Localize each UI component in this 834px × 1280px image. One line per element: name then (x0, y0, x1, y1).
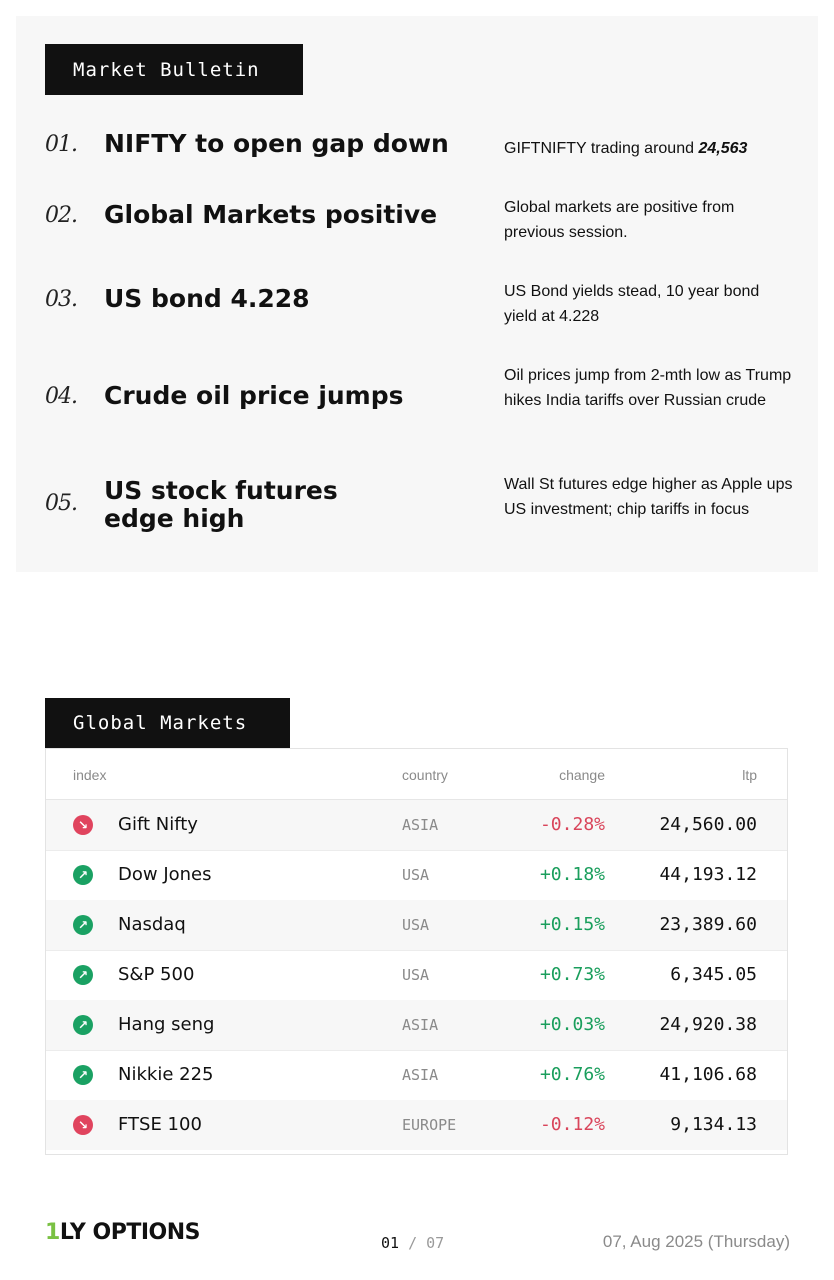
table-row: ↗ Dow Jones USA +0.18% 44,193.12 (46, 850, 787, 901)
page-separator: / (408, 1234, 418, 1252)
index-name: Nasdaq (118, 914, 186, 935)
index-change: -0.12% (539, 1114, 605, 1135)
brand-logo: 1LY OPTIONS (45, 1220, 200, 1245)
item-number: 04. (45, 384, 78, 409)
index-change: +0.15% (539, 914, 605, 935)
col-country: country (402, 767, 448, 783)
arrow-up-right-icon: ↗ (73, 915, 93, 935)
table-row: ↘ FTSE 100 EUROPE -0.12% 9,134.13 (46, 1100, 787, 1150)
item-number: 02. (45, 203, 78, 228)
index-ltp: 9,134.13 (670, 1114, 757, 1135)
logo-text: LY OPTIONS (59, 1220, 201, 1245)
gift-nifty-value: 24,563 (698, 140, 748, 157)
item-number: 03. (45, 287, 78, 312)
global-markets-title: Global Markets (45, 698, 290, 748)
index-name: S&P 500 (118, 964, 195, 985)
index-change: +0.18% (539, 864, 605, 885)
index-name: Hang seng (118, 1014, 215, 1035)
index-country: USA (402, 866, 430, 884)
index-name: FTSE 100 (118, 1114, 202, 1135)
index-ltp: 44,193.12 (659, 864, 757, 885)
item-headline: NIFTY to open gap down (104, 129, 449, 158)
bulletin-panel (16, 16, 818, 572)
item-headline: Global Markets positive (104, 200, 438, 229)
index-country: USA (402, 916, 430, 934)
item-headline: Crude oil price jumps (104, 381, 404, 410)
table-row: ↗ Nasdaq USA +0.15% 23,389.60 (46, 900, 787, 951)
index-change: -0.28% (539, 814, 605, 835)
index-change: +0.73% (539, 964, 605, 985)
index-name: Gift Nifty (118, 814, 198, 835)
col-ltp: ltp (742, 767, 757, 783)
arrow-down-right-icon: ↘ (73, 1115, 93, 1135)
headline-line-2: edge high (104, 504, 245, 533)
arrow-down-right-icon: ↘ (73, 815, 93, 835)
index-name: Dow Jones (118, 864, 212, 885)
table-row: ↗ S&P 500 USA +0.73% 6,345.05 (46, 950, 787, 1001)
table-row: ↘ Gift Nifty ASIA -0.28% 24,560.00 (46, 800, 787, 851)
bulletin-date: 07, Aug 2025 (Thursday) (602, 1232, 790, 1251)
item-headline: US bond 4.228 (104, 284, 310, 313)
headline-line-1: US stock futures (104, 476, 338, 505)
item-description: GIFTNIFTY trading around 24,563 (504, 136, 794, 161)
item-description: US Bond yields stead, 10 year bond yield… (504, 283, 760, 325)
index-country: USA (402, 966, 430, 984)
item-headline: US stock futures edge high (104, 477, 464, 533)
table-row: ↗ Hang seng ASIA +0.03% 24,920.38 (46, 1000, 787, 1051)
index-country: ASIA (402, 1016, 439, 1034)
page-current: 01 (381, 1234, 400, 1252)
index-country: ASIA (402, 1066, 439, 1084)
table-row: ↗ Nikkie 225 ASIA +0.76% 41,106.68 (46, 1050, 787, 1101)
global-markets-table: index country change ltp ↘ Gift Nifty AS… (45, 748, 788, 1155)
col-index: index (73, 767, 107, 783)
index-ltp: 6,345.05 (670, 964, 757, 985)
item-description: Global markets are positive from previou… (504, 199, 735, 241)
index-change: +0.76% (539, 1064, 605, 1085)
arrow-up-right-icon: ↗ (73, 1015, 93, 1035)
item-number: 05. (45, 491, 78, 516)
index-ltp: 24,560.00 (659, 814, 757, 835)
arrow-up-right-icon: ↗ (73, 965, 93, 985)
market-bulletin-title: Market Bulletin (45, 44, 303, 95)
desc-text: GIFTNIFTY trading around (504, 140, 699, 157)
index-ltp: 41,106.68 (659, 1064, 757, 1085)
page-indicator: 01 / 07 (381, 1234, 444, 1252)
index-country: EUROPE (402, 1116, 457, 1134)
index-change: +0.03% (539, 1014, 605, 1035)
table-header: index country change ltp (46, 749, 787, 800)
index-name: Nikkie 225 (118, 1064, 214, 1085)
item-description: Oil prices jump from 2-mth low as Trump … (504, 367, 792, 409)
logo-mark: 1 (45, 1220, 60, 1245)
item-description: Wall St futures edge higher as Apple ups… (504, 476, 793, 518)
arrow-up-right-icon: ↗ (73, 1065, 93, 1085)
page-total: 07 (426, 1234, 445, 1252)
arrow-up-right-icon: ↗ (73, 865, 93, 885)
item-number: 01. (45, 132, 78, 157)
index-ltp: 23,389.60 (659, 914, 757, 935)
index-country: ASIA (402, 816, 439, 834)
col-change: change (559, 767, 605, 783)
index-ltp: 24,920.38 (659, 1014, 757, 1035)
